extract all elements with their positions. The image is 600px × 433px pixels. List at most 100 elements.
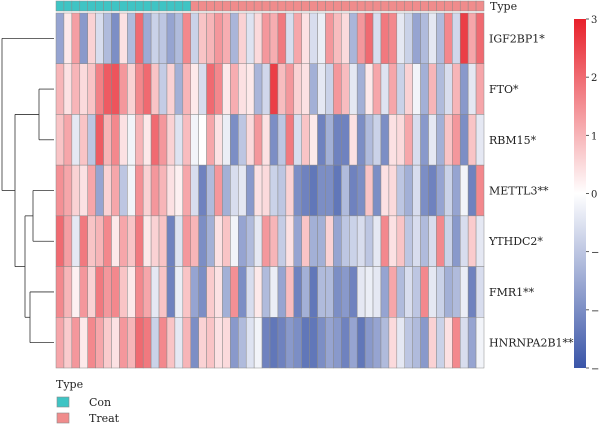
heatmap-cell [135, 317, 144, 369]
heatmap-cell [119, 114, 128, 166]
heatmap-cell [158, 12, 168, 64]
heatmap-cell [444, 317, 453, 369]
heatmap-cell [372, 164, 382, 217]
heatmap-cell [190, 12, 199, 64]
heatmap-cell [436, 114, 445, 166]
annotation-cell [309, 0, 318, 12]
heatmap-cell [150, 12, 160, 64]
heatmap-cell [380, 164, 390, 217]
heatmap-cell [261, 215, 271, 267]
heatmap-cell [230, 12, 239, 64]
heatmap-cell [475, 63, 485, 115]
row-label: METTL3** [489, 185, 549, 198]
annotation-cell [103, 0, 112, 12]
annotation-cell [135, 0, 144, 12]
heatmap-cell [198, 266, 207, 318]
heatmap-cells [55, 12, 485, 369]
heatmap-cell [388, 164, 398, 217]
heatmap-cell [341, 63, 350, 115]
heatmap-cell [222, 63, 231, 115]
heatmap-cell [245, 266, 255, 318]
heatmap-cell [198, 215, 207, 267]
heatmap-cell [166, 114, 176, 166]
annotation-cell [412, 0, 421, 12]
annotation-cell [396, 0, 405, 12]
annotation-cell [349, 0, 358, 12]
heatmap-cell [349, 114, 358, 166]
heatmap-cell [412, 266, 421, 318]
heatmap-cell [63, 266, 73, 318]
annotation-cell [222, 0, 231, 12]
heatmap-cell [95, 63, 104, 115]
colorbar-tick-label: −2 [591, 306, 600, 317]
heatmap-cell [285, 114, 295, 166]
heatmap-cell [459, 114, 469, 166]
heatmap-cell [238, 63, 247, 115]
annotation-cell [238, 0, 247, 12]
heatmap-cell [341, 266, 350, 318]
heatmap-cell [150, 164, 160, 217]
heatmap-cell [356, 63, 366, 115]
heatmap-cell [356, 215, 366, 267]
heatmap-cell [436, 164, 445, 217]
heatmap-cell [253, 215, 263, 267]
annotation-cell [158, 0, 168, 12]
heatmap-cell [380, 317, 390, 369]
type-legend: Type Con Treat [56, 378, 120, 425]
heatmap-cell [420, 215, 429, 267]
heatmap-cell [309, 317, 318, 369]
heatmap-cell [459, 266, 469, 318]
heatmap-cell [87, 114, 96, 166]
heatmap-cell [206, 63, 215, 115]
heatmap-cell [95, 266, 104, 318]
heatmap-cell [166, 317, 176, 369]
heatmap-cell [119, 317, 128, 369]
heatmap-cell [452, 215, 461, 267]
row-dendrogram [1, 37, 54, 344]
heatmap-cell [277, 215, 287, 267]
annotation-cell [182, 0, 191, 12]
heatmap-cell [404, 266, 413, 318]
heatmap-cell [238, 12, 247, 64]
heatmap-cell [150, 114, 160, 166]
annotation-cell [111, 0, 120, 12]
heatmap-cell [230, 215, 239, 267]
heatmap-cell [206, 164, 215, 217]
heatmap-cell [79, 164, 88, 217]
heatmap-cell [253, 63, 263, 115]
annotation-cell [325, 0, 334, 12]
heatmap-cell [166, 215, 176, 267]
heatmap-cell [333, 63, 342, 115]
annotation-cell [174, 0, 184, 12]
heatmap-cell [341, 12, 350, 64]
heatmap-cell [428, 266, 437, 318]
heatmap-cell [428, 317, 437, 369]
heatmap-cell [71, 215, 81, 267]
row-label: YTHDC2* [488, 235, 543, 248]
heatmap-cell [333, 114, 342, 166]
heatmap-cell [404, 12, 413, 64]
heatmap-cell [404, 164, 413, 217]
annotation-cell [388, 0, 398, 12]
heatmap-cell [356, 114, 366, 166]
heatmap-cell [142, 164, 152, 217]
heatmap-cell [142, 317, 152, 369]
heatmap-cell [269, 164, 279, 217]
heatmap-cell [222, 215, 231, 267]
heatmap-cell [333, 164, 342, 217]
heatmap-cell [349, 164, 358, 217]
row-label: IGF2BP1* [489, 32, 545, 45]
heatmap-cell [388, 114, 398, 166]
type-annotation-bar [55, 0, 485, 12]
heatmap-cell [206, 215, 215, 267]
heatmap-cell [111, 63, 120, 115]
heatmap-cell [317, 266, 326, 318]
heatmap-cell [293, 266, 302, 318]
heatmap-cell [412, 63, 421, 115]
heatmap-cell [372, 63, 382, 115]
heatmap-cell [245, 215, 255, 267]
annotation-cell [341, 0, 350, 12]
heatmap-cell [467, 63, 477, 115]
heatmap-cell [317, 114, 326, 166]
heatmap-cell [341, 317, 350, 369]
